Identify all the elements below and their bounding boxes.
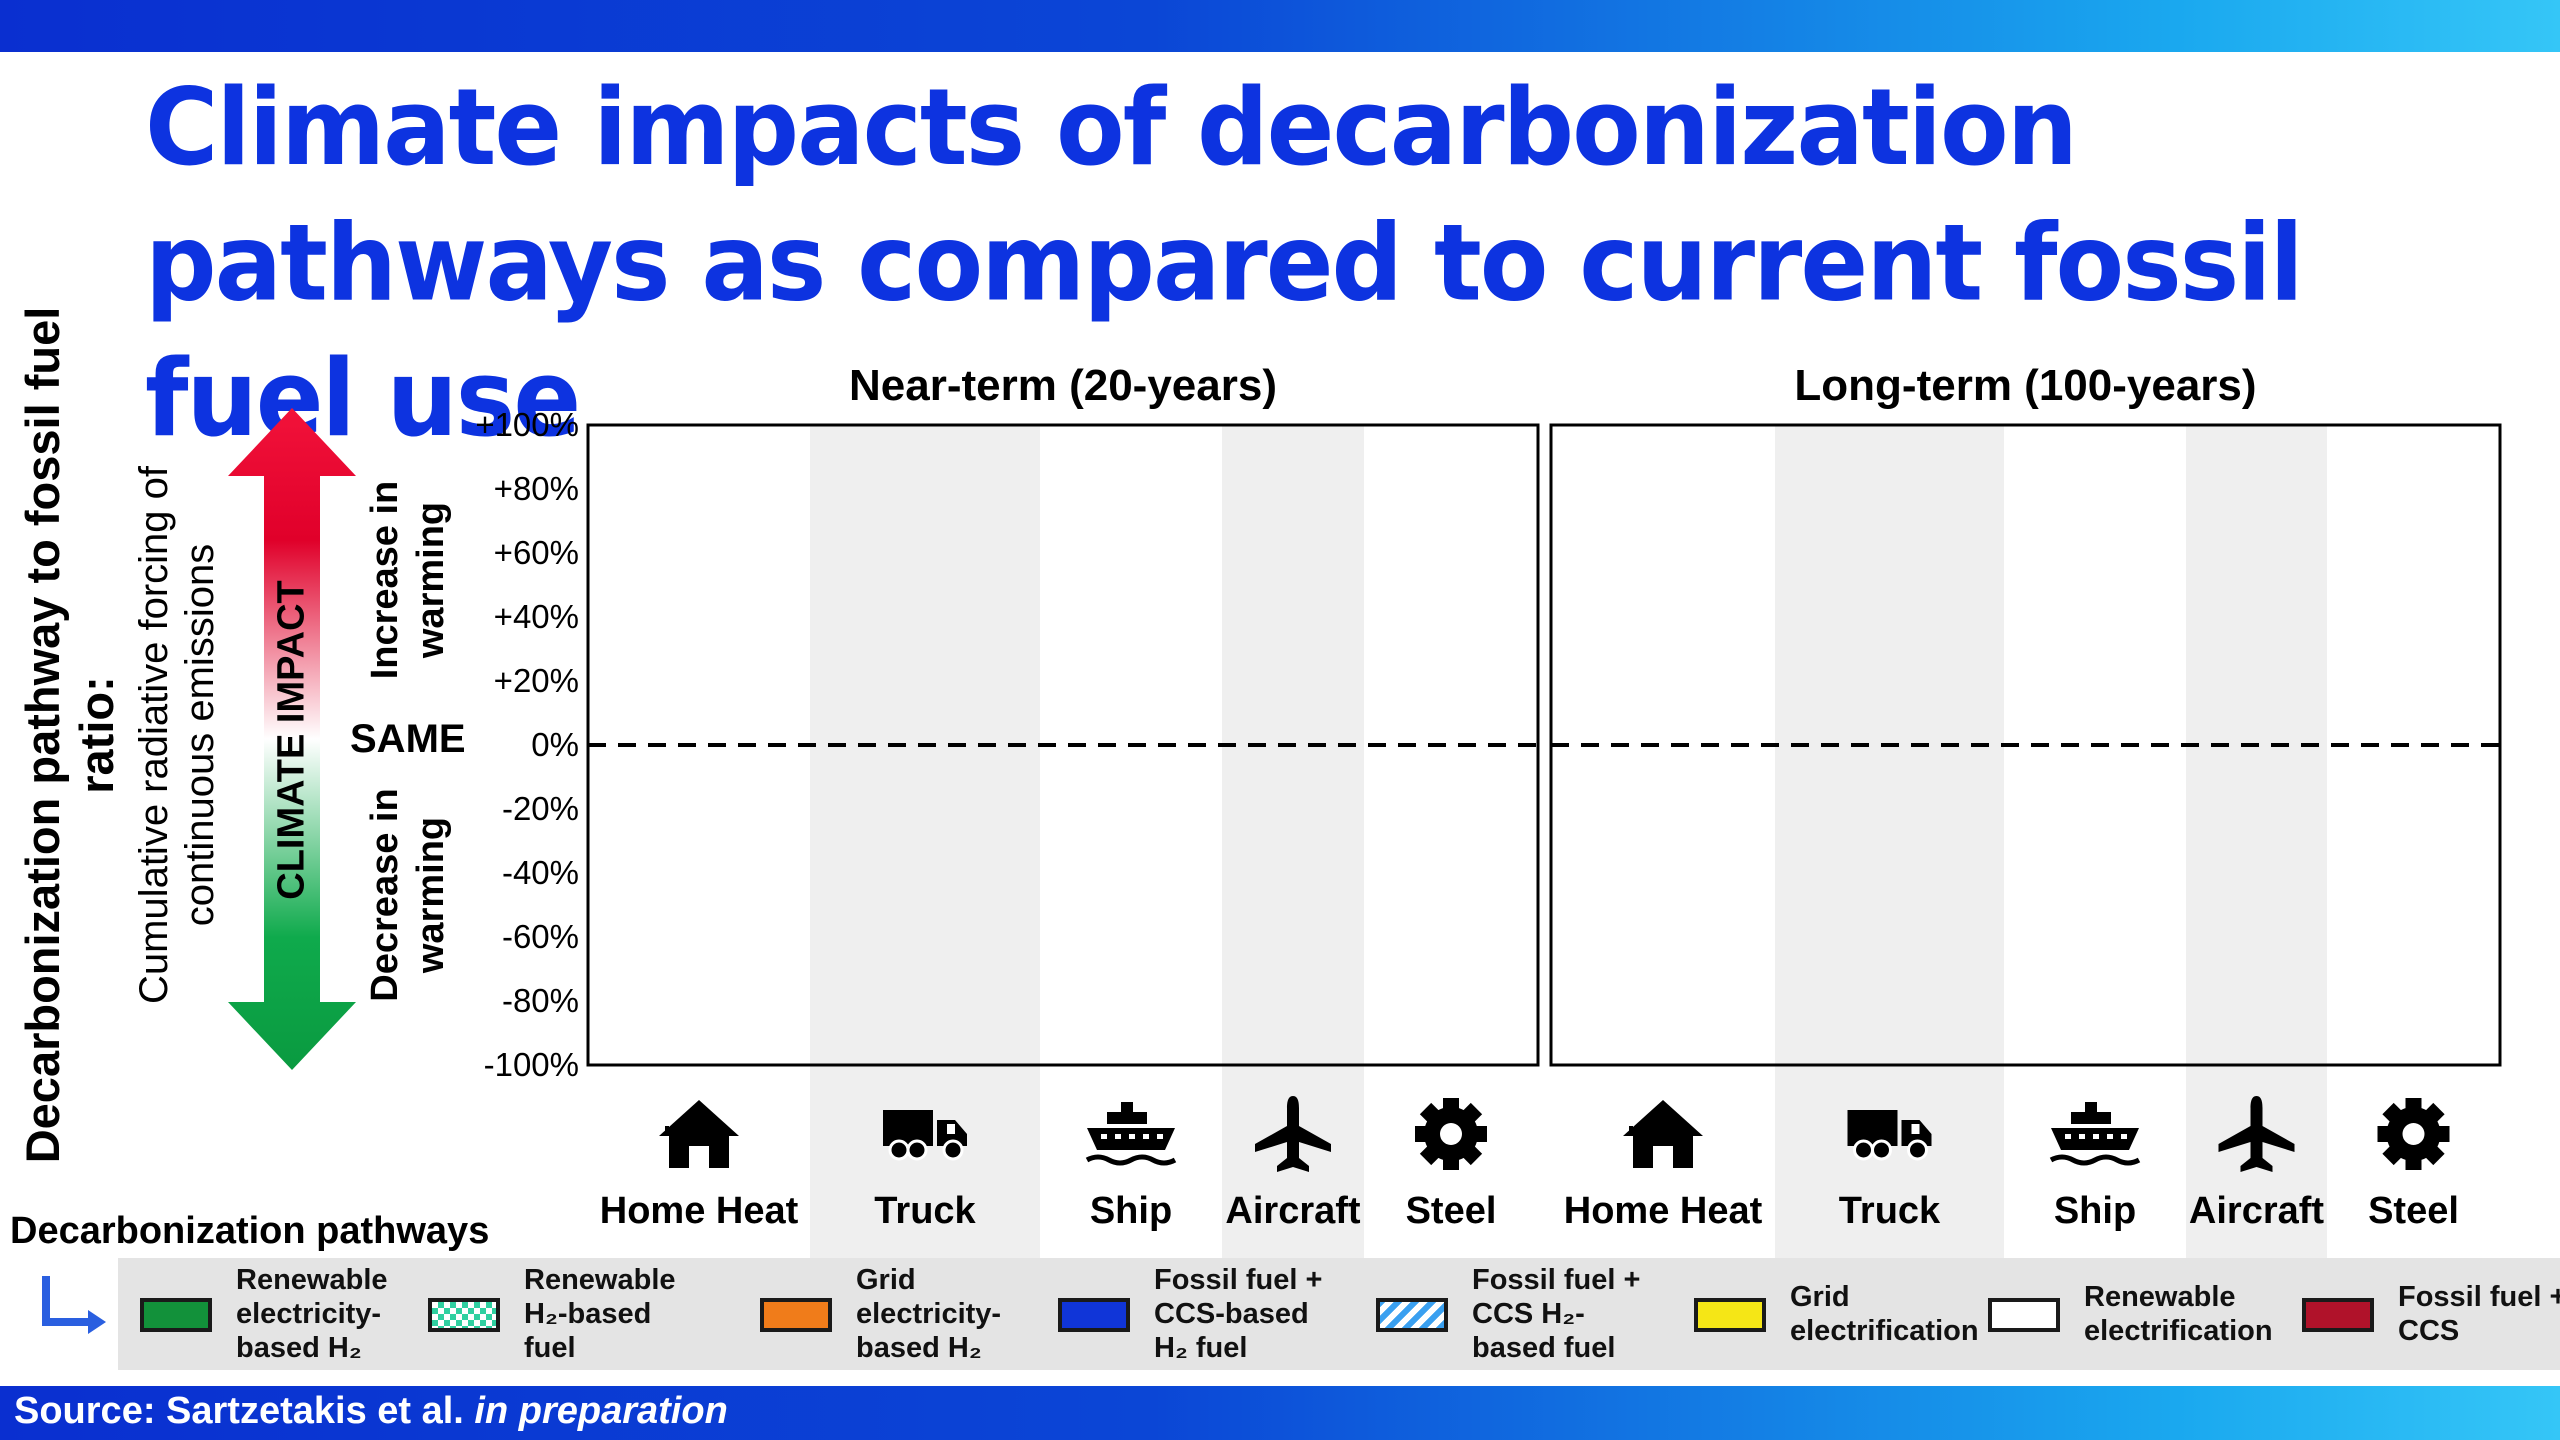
category-label: Home Heat (1564, 1190, 1763, 1232)
category-label: Truck (1839, 1190, 1941, 1232)
truck-icon (883, 1110, 967, 1161)
category-label: Home Heat (600, 1190, 799, 1232)
chart-area: Near-term (20-years) Home Heat Truck Ship Ai… (475, 361, 2502, 1258)
airplane-icon (2218, 1096, 2295, 1172)
y-tick-label: +20% (494, 662, 579, 699)
panel-title: Near-term (20-years) (849, 361, 1277, 410)
source-citation: Source: Sartzetakis et al. in preparatio… (14, 1390, 728, 1433)
house-icon (659, 1100, 739, 1168)
legend-swatch (140, 1298, 212, 1332)
legend-label: Fossil fuel + CCS H₂-based fuel (1472, 1264, 1641, 1364)
y-tick-label: -20% (502, 790, 579, 827)
ship-icon (2049, 1102, 2141, 1166)
legend-swatch (2302, 1298, 2374, 1332)
y-tick-label: -80% (502, 982, 579, 1019)
legend-swatch (1988, 1298, 2060, 1332)
category-label: Truck (874, 1190, 976, 1232)
legend-label: Fossil fuel + CCS (2398, 1281, 2560, 1347)
legend-label: Renewable electrification (2084, 1281, 2273, 1347)
truck-icon (1847, 1110, 1932, 1161)
legend-swatch (760, 1298, 832, 1332)
legend-panel (118, 1258, 2560, 1370)
plot-frame (586, 423, 1540, 1067)
legend-label: Grid electricity-based H₂ (856, 1264, 1002, 1364)
category-label: Aircraft (2189, 1190, 2324, 1232)
category-label: Aircraft (1225, 1190, 1360, 1232)
legend-label: Renewable H₂-based fuel (524, 1264, 676, 1364)
return-arrow-icon (42, 1276, 106, 1334)
y-tick-label: -40% (502, 854, 579, 891)
legend-label: Renewable electricity-based H₂ (236, 1264, 388, 1364)
category-label: Ship (2054, 1190, 2136, 1232)
gear-icon (1415, 1098, 1487, 1170)
y-tick-label: +60% (494, 534, 579, 571)
source-text: Source: Sartzetakis et al. (14, 1390, 475, 1432)
category-label: Steel (1406, 1190, 1497, 1232)
category-label: Ship (1090, 1190, 1172, 1232)
ship-icon (1085, 1102, 1177, 1166)
legend-swatch (428, 1298, 500, 1332)
bottom-gradient-bar (0, 1386, 2560, 1440)
legend-swatch (1694, 1298, 1766, 1332)
panel-title: Long-term (100-years) (1794, 361, 2256, 410)
same-label: SAME (350, 717, 466, 761)
slide-title: Climate impacts of decarbonization pathw… (145, 65, 2304, 461)
y-tick-label: +40% (494, 598, 579, 635)
legend-label: Fossil fuel + CCS-based H₂ fuel (1154, 1264, 1323, 1364)
gear-icon (2377, 1098, 2450, 1170)
y-tick-label: -100% (484, 1046, 579, 1083)
plot-frame (1549, 423, 2502, 1067)
y-tick-label: -60% (502, 918, 579, 955)
top-gradient-bar (0, 0, 2560, 52)
y-tick-label: 0% (531, 726, 579, 763)
legend-title: Decarbonization pathways (10, 1210, 490, 1252)
y-tick-label: +100% (475, 406, 579, 443)
legend-swatch (1376, 1298, 1448, 1332)
legend-swatch (1058, 1298, 1130, 1332)
y-tick-label: +80% (494, 470, 579, 507)
source-emphasis: in preparation (474, 1390, 728, 1432)
airplane-icon (1255, 1096, 1331, 1172)
house-icon (1623, 1100, 1703, 1168)
climate-impact-arrow (228, 408, 356, 1070)
category-label: Steel (2368, 1190, 2459, 1232)
legend-label: Grid electrification (1790, 1281, 1979, 1347)
